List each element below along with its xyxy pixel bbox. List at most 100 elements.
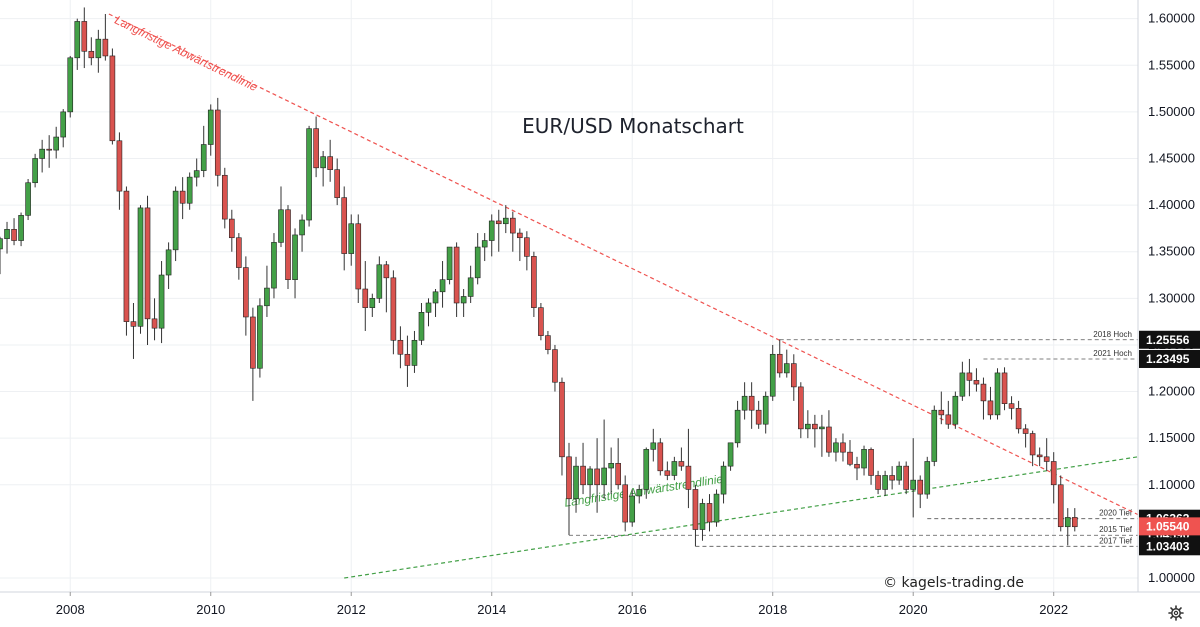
candle-body bbox=[868, 449, 874, 476]
candle-body bbox=[833, 442, 839, 453]
price-boxes: 1.255561.234951.063631.045901.034031.055… bbox=[1139, 330, 1200, 556]
candle-body bbox=[854, 463, 860, 469]
candle-body bbox=[102, 38, 109, 57]
candle-body bbox=[271, 242, 277, 289]
candle-body bbox=[25, 182, 31, 216]
candle-body bbox=[250, 316, 256, 369]
candle-body bbox=[453, 246, 460, 304]
candle-body bbox=[573, 465, 579, 500]
x-tick-label: 2014 bbox=[477, 602, 506, 617]
candle-body bbox=[517, 232, 523, 239]
trendline bbox=[344, 456, 1139, 579]
candle-body bbox=[727, 442, 734, 467]
candle-body bbox=[685, 465, 692, 490]
candle-body bbox=[236, 237, 242, 268]
x-tick-label: 2016 bbox=[618, 602, 647, 617]
candle-body bbox=[924, 461, 931, 495]
candle-body bbox=[278, 209, 284, 243]
candle-body bbox=[109, 55, 116, 142]
candle-body bbox=[488, 220, 495, 241]
candle-body bbox=[11, 229, 17, 241]
candle-body bbox=[404, 353, 411, 366]
candle-body bbox=[425, 302, 432, 313]
candle-body bbox=[151, 318, 158, 329]
candle-body bbox=[952, 395, 959, 425]
candle-body bbox=[861, 449, 867, 469]
candle-body bbox=[1022, 428, 1029, 434]
candle-body bbox=[608, 463, 614, 469]
candle-body bbox=[973, 380, 980, 385]
candle-body bbox=[4, 229, 10, 239]
candle-body bbox=[994, 372, 1001, 416]
chart-title: EUR/USD Monatschart bbox=[522, 114, 744, 138]
candle-body bbox=[1071, 517, 1078, 528]
current-price-box-label: 1.05540 bbox=[1146, 519, 1190, 533]
candle-body bbox=[502, 217, 509, 225]
candle-body bbox=[545, 335, 551, 350]
candle-body bbox=[671, 461, 678, 476]
level-label: 2017 Tief bbox=[1099, 536, 1133, 545]
candle-body bbox=[123, 190, 130, 322]
candle-body bbox=[875, 475, 881, 490]
y-tick-label: 1.00000 bbox=[1148, 570, 1195, 585]
candle-body bbox=[917, 479, 924, 495]
candle-body bbox=[1036, 454, 1043, 458]
candle-body bbox=[81, 21, 88, 52]
candle-body bbox=[207, 109, 214, 145]
candle-body bbox=[1008, 403, 1015, 409]
candle-body bbox=[32, 158, 38, 184]
candle-body bbox=[1001, 372, 1008, 404]
candle-body bbox=[130, 321, 137, 327]
candle-body bbox=[945, 414, 952, 425]
level-price-box bbox=[1139, 330, 1200, 349]
candle-body bbox=[805, 423, 811, 430]
time-axis: 2008 2010 2012 2014 2016 2018 2020 2022 bbox=[56, 592, 1068, 617]
candle-body bbox=[193, 170, 200, 178]
y-tick-label: 1.45000 bbox=[1148, 150, 1195, 165]
candle-body bbox=[495, 220, 502, 225]
candle-body bbox=[980, 383, 987, 402]
candle-body bbox=[439, 279, 446, 293]
x-tick-label: 2008 bbox=[56, 602, 85, 617]
candle-body bbox=[1015, 408, 1022, 430]
current-price-box bbox=[1139, 517, 1200, 536]
candle-body bbox=[622, 484, 628, 523]
candle-body bbox=[552, 349, 558, 383]
candle-body bbox=[186, 176, 193, 204]
level-price-box bbox=[1139, 537, 1200, 556]
candle-body bbox=[790, 363, 797, 388]
candle-body bbox=[678, 461, 685, 467]
candle-body bbox=[524, 237, 530, 257]
x-tick-label: 2020 bbox=[899, 602, 928, 617]
level-label: 2018 Hoch bbox=[1093, 330, 1132, 339]
y-tick-label: 1.55000 bbox=[1148, 57, 1195, 72]
candle-body bbox=[144, 207, 151, 320]
settings-gear-icon[interactable] bbox=[1168, 605, 1184, 621]
candle-body bbox=[840, 442, 846, 453]
candle-body bbox=[755, 409, 762, 425]
candle-body bbox=[158, 274, 165, 329]
candle-body bbox=[657, 442, 664, 472]
candle-body bbox=[776, 353, 783, 374]
candle-body bbox=[60, 111, 67, 138]
candle-body bbox=[615, 463, 621, 486]
candle-body bbox=[481, 240, 488, 248]
candle-body bbox=[847, 451, 853, 465]
level-price-box-label: 1.23495 bbox=[1146, 352, 1190, 366]
candle-body bbox=[580, 465, 586, 486]
candle-body bbox=[931, 409, 938, 462]
candles bbox=[0, 7, 1078, 547]
candle-body bbox=[748, 395, 755, 411]
candle-body bbox=[474, 246, 481, 279]
candle-body bbox=[664, 470, 671, 476]
candle-body bbox=[1043, 456, 1050, 462]
candle-body bbox=[959, 372, 966, 397]
candle-body bbox=[446, 246, 453, 280]
candle-body bbox=[397, 339, 404, 355]
candle-body bbox=[172, 190, 179, 251]
level-label: 2020 Tief bbox=[1099, 509, 1133, 518]
candle-body bbox=[826, 426, 832, 453]
candle-body bbox=[39, 148, 45, 159]
